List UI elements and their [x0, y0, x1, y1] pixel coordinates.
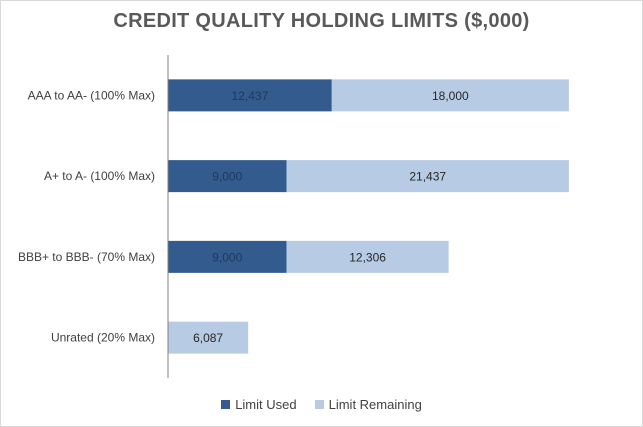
legend-item-limit-remaining: Limit Remaining: [314, 397, 422, 412]
legend-label-limit-used: Limit Used: [235, 397, 297, 412]
category-label-unrated-20-max: Unrated (20% Max): [51, 331, 155, 345]
legend-swatch-limit-used: [221, 400, 231, 409]
bar-limit-remaining-a-to-a-100-max: [286, 160, 569, 193]
chart-title: CREDIT QUALITY HOLDING LIMITS ($,000): [113, 10, 530, 32]
category-label-bbb-to-bbb-70-max: BBB+ to BBB- (70% Max): [18, 250, 155, 264]
legend: Limit Used Limit Remaining: [0, 397, 643, 412]
legend-item-limit-used: Limit Used: [221, 397, 297, 412]
data-label-limit-remaining-unrated-20-max: 6,087: [193, 331, 223, 345]
data-label-limit-used-aaa-to-aa-100-max: 12,437: [232, 89, 269, 103]
data-label-limit-remaining-a-to-a-100-max: 21,437: [409, 170, 446, 184]
bar-limit-used-aaa-to-aa-100-max: [168, 79, 332, 112]
data-label-limit-remaining-bbb-to-bbb-70-max: 12,306: [349, 250, 386, 264]
data-label-limit-used-a-to-a-100-max: 9,000: [212, 170, 242, 184]
bar-limit-used-bbb-to-bbb-70-max: [168, 240, 287, 273]
category-label-a-to-a-100-max: A+ to A- (100% Max): [44, 169, 155, 183]
data-label-limit-used-bbb-to-bbb-70-max: 9,000: [212, 250, 242, 264]
legend-swatch-limit-remaining: [314, 400, 324, 409]
bar-limit-remaining-aaa-to-aa-100-max: [331, 79, 569, 112]
bar-limit-used-a-to-a-100-max: [168, 160, 287, 193]
bar-limit-remaining-unrated-20-max: [168, 321, 249, 354]
legend-label-limit-remaining: Limit Remaining: [328, 397, 422, 412]
bar-limit-remaining-bbb-to-bbb-70-max: [286, 240, 449, 273]
data-label-limit-remaining-aaa-to-aa-100-max: 18,000: [432, 89, 469, 103]
category-label-aaa-to-aa-100-max: AAA to AA- (100% Max): [28, 88, 155, 102]
